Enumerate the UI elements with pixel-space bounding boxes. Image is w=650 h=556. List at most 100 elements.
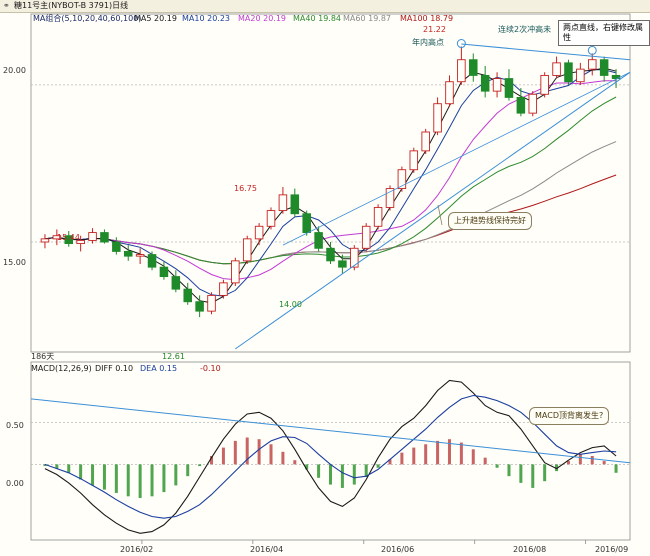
candle-body xyxy=(576,68,585,83)
candle-body xyxy=(52,235,62,240)
candle-body xyxy=(445,81,454,105)
macd-panel-frame xyxy=(30,361,631,541)
candle-body xyxy=(147,254,157,268)
macd-histogram-bar xyxy=(138,464,142,498)
candle-body xyxy=(88,232,97,241)
candle-body xyxy=(516,96,526,114)
macd-histogram-bar xyxy=(126,464,130,497)
candle-body xyxy=(278,194,288,212)
macd-histogram-bar xyxy=(91,464,95,486)
resistance-line xyxy=(461,43,631,61)
ma-group-label: MA组合(5,10,20,40,60,100) xyxy=(33,14,142,23)
new-high-label: 连续2次冲高未 xyxy=(498,25,552,34)
macd-divergence-callout: MACD顶背离发生? xyxy=(529,407,610,425)
candle-body xyxy=(64,235,74,245)
candle-body xyxy=(433,103,442,133)
candle-body xyxy=(135,254,145,257)
candle-body xyxy=(231,260,240,284)
macd-histogram-bar xyxy=(43,464,47,467)
chart-title: 糖11号主(NYBOT-B 3791)日线 xyxy=(14,1,129,10)
x-tick-label: 2016/08 xyxy=(513,545,547,554)
candle-body xyxy=(385,188,395,208)
candle-body xyxy=(564,62,573,83)
y-tick-label: 20.00 xyxy=(3,66,26,75)
candle-body xyxy=(159,266,169,278)
candle-body xyxy=(492,78,502,92)
macd-histogram-bar xyxy=(436,440,440,465)
high-value-label: 21.22 xyxy=(423,25,446,34)
macd-histogram-bar xyxy=(364,464,368,477)
macd-histogram-bar xyxy=(507,464,511,477)
macd-histogram-bar xyxy=(483,457,487,465)
macd-histogram-bar xyxy=(114,464,118,493)
macd-histogram-bar xyxy=(352,464,356,485)
macd-histogram-bar xyxy=(555,464,559,472)
ma100-label: MA100 18.79 xyxy=(400,14,454,23)
high-marker-circle xyxy=(456,39,466,49)
year-high-label: 年内高点 xyxy=(412,38,444,47)
x-tick-label: 2016/02 xyxy=(120,545,154,554)
macd-histogram-bar xyxy=(210,456,214,465)
candle-body xyxy=(314,232,323,249)
candle-body xyxy=(207,294,216,312)
candle-body xyxy=(457,59,466,83)
macd-histogram-bar xyxy=(55,464,59,469)
macd-y-tick-label: 0.00 xyxy=(6,479,24,488)
macd-histogram-bar xyxy=(186,464,190,477)
candle-body xyxy=(290,194,300,215)
macd-histogram-bar xyxy=(102,464,106,490)
candle-body xyxy=(254,225,264,240)
macd-histogram-bar xyxy=(566,461,570,465)
macd-histogram-bar xyxy=(543,464,547,482)
macd-histogram-bar xyxy=(293,460,297,465)
macd-histogram-bar xyxy=(162,464,166,493)
macd-histogram-bar xyxy=(519,464,523,483)
candle-body xyxy=(171,276,181,290)
candle-body xyxy=(361,225,371,249)
candle-body xyxy=(76,239,85,245)
macd-name: MACD(12,26,9) xyxy=(31,364,92,373)
candle-body xyxy=(540,74,549,95)
macd-histogram-bar xyxy=(329,464,332,485)
candle-body xyxy=(40,238,50,243)
candle-body xyxy=(326,247,335,262)
macd-histogram-bar xyxy=(245,437,249,465)
uptrend-line xyxy=(235,71,631,350)
candle-body xyxy=(552,62,561,76)
macd-histogram-bar xyxy=(400,452,404,465)
chart-icon: ⚭ xyxy=(3,1,10,10)
candle-body xyxy=(480,74,490,92)
macd-histogram-bar xyxy=(531,464,535,488)
candle-body xyxy=(421,131,430,152)
macd-histogram-bar xyxy=(412,447,416,465)
macd-trend-line xyxy=(30,398,631,464)
macd-diff-line xyxy=(44,379,617,534)
macd-histogram-bar xyxy=(269,444,273,465)
candle-body xyxy=(123,250,133,257)
candle-body xyxy=(219,282,228,296)
candle-body xyxy=(302,213,311,234)
price-label-1675: 16.75 xyxy=(234,184,257,193)
candle-body xyxy=(266,210,276,227)
macd-histogram-bar xyxy=(67,464,71,473)
candle-body xyxy=(397,169,407,190)
title-bar xyxy=(0,0,650,13)
macd-histogram-bar xyxy=(257,439,261,465)
macd-dea-line xyxy=(44,394,617,519)
candle-body xyxy=(183,288,192,303)
x-tick-label: 2016/04 xyxy=(250,545,284,554)
candle-body xyxy=(242,238,252,262)
candle-body xyxy=(528,93,538,114)
macd-histogram-bar xyxy=(602,461,606,465)
macd-histogram-bar xyxy=(233,440,237,465)
ma40-label: MA40 19.84 xyxy=(293,14,341,23)
channel-line xyxy=(282,71,631,246)
macd-histogram-bar xyxy=(590,456,594,465)
bar-count: 186天 xyxy=(31,352,55,361)
tooltip: 两点直线，右键修改属性 xyxy=(558,20,650,46)
ma10-label: MA10 20.23 xyxy=(182,14,230,23)
macd-histogram-bar xyxy=(471,449,475,465)
y-tick-label: 15.00 xyxy=(3,258,26,267)
callout-pointer xyxy=(437,204,443,226)
